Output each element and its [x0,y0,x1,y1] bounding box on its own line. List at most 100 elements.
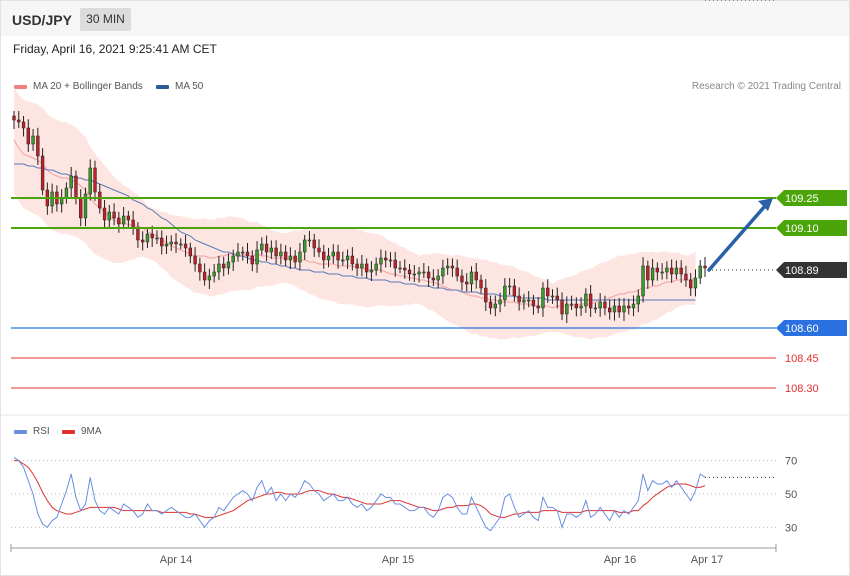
candle-bearish [140,239,145,243]
candle-bearish [484,287,488,303]
candle-bullish [169,241,173,245]
candle-bearish [322,251,326,261]
level-label: 109.25 [785,193,819,205]
candle-bullish [503,285,507,301]
candle-bullish [179,243,183,246]
symbol-title: USD/JPY [12,12,72,28]
x-tick-label: Apr 15 [382,554,414,566]
candle-bullish [288,255,293,261]
candle-bearish [517,295,521,303]
candle-bullish [69,175,73,189]
level-tag-bg [776,220,847,236]
candle-bearish [74,175,78,199]
candle-bearish [426,271,431,279]
candle-bullish [631,303,636,309]
candle-bullish [674,267,679,275]
candle-bearish [245,251,250,257]
candle-bullish [360,263,364,269]
level-tag-108.60: 108.60 [776,320,847,336]
candle-bearish [150,233,154,239]
candle-bearish [474,271,478,281]
candle-bearish [131,219,135,229]
candle-bullish [236,251,240,257]
ma50-line [14,163,696,301]
timestamp: Friday, April 16, 2021 9:25:41 AM CET [13,42,217,56]
x-tick-label: Apr 14 [160,554,192,566]
candle-bearish [117,217,121,225]
candle-bullish [226,261,231,269]
candle-bearish [26,127,30,145]
candle-bullish [598,301,602,309]
candle-bearish [669,267,674,275]
candle-bullish [693,277,698,289]
candle-bearish [136,227,140,241]
candle-bullish [541,287,545,309]
level-tag-109.10: 109.10 [776,220,847,236]
candle-bullish [326,255,331,261]
bollinger-band [14,87,696,340]
candle-bearish [384,257,388,261]
candle-bullish [307,239,312,242]
candle-bullish [422,271,426,274]
candle-bearish [689,279,693,289]
rsi-line [13,456,706,532]
candle-bullish [298,251,302,263]
timeframe-badge[interactable]: 30 MIN [80,8,131,31]
level-tag-bg [776,320,847,336]
candle-bullish [584,293,588,307]
candle-bearish [655,267,660,273]
candle-bullish [64,187,69,199]
candle-bullish [212,271,216,277]
candle-bearish [560,299,564,315]
candle-bearish [488,301,493,309]
candle-bullish [255,249,259,265]
candle-bearish [608,307,612,313]
candle-bearish [93,167,97,193]
candle-bearish [555,295,559,301]
candle-bullish [469,271,474,285]
candle-bullish [241,251,245,254]
candle-bearish [460,275,464,283]
ma50-legend-swatch [156,85,169,89]
candle-bullish [269,247,274,253]
candle-bullish [436,275,440,281]
candle-bearish [198,263,202,273]
candle-bullish [88,167,92,195]
candle-bearish [12,115,16,121]
candle-bullish [417,271,421,275]
candle-bearish [393,259,397,269]
candle-bearish [350,255,355,265]
candle-bearish [455,267,459,277]
ma9-legend-swatch [62,430,75,434]
candle-bullish [345,255,350,261]
candle-bearish [293,255,297,263]
candle-bullish [207,275,212,281]
candle-bullish [303,239,307,253]
copyright-note: Research © 2021 Trading Central [691,81,841,92]
candle-bullish [107,211,111,221]
ma20-legend-swatch [14,85,27,89]
candle-bearish [512,285,517,297]
candle-bearish [364,263,369,273]
level-label: 108.45 [785,353,819,365]
candle-bullish [550,295,555,298]
current-price-tag [776,262,847,278]
candle-bullish [522,299,526,303]
candle-bullish [565,303,569,315]
candle-bearish [36,135,40,157]
candle-bullish [231,255,235,263]
candle-bearish [646,265,650,281]
candle-bearish [250,255,254,265]
candle-bearish [222,263,226,269]
projection-arrow-head [758,198,773,211]
candle-bullish [164,243,169,247]
level-tag-bg [776,190,847,206]
candle-bearish [112,211,116,219]
candle-bearish [126,215,131,221]
level-label: 108.30 [785,383,819,395]
candle-bearish [283,251,288,261]
candle-bearish [102,207,107,221]
candle-bullish [445,265,450,269]
ma20-legend-label: MA 20 + Bollinger Bands [33,81,143,92]
